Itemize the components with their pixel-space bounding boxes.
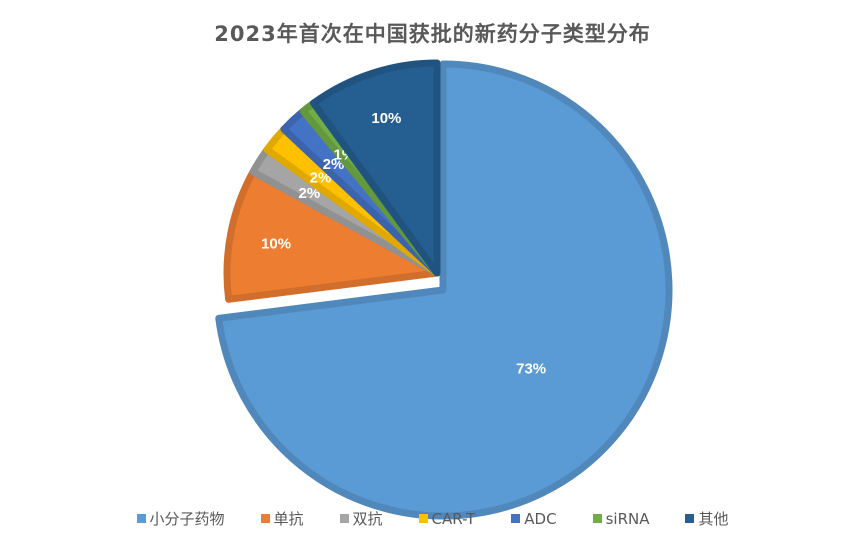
data-label: 73% (516, 361, 546, 378)
legend-swatch (685, 514, 695, 523)
chart-title: 2023年首次在中国获批的新药分子类型分布 (214, 22, 651, 46)
legend-swatch (339, 514, 349, 523)
legend-item: 小分子药物 (136, 508, 225, 529)
legend: 小分子药物 单抗 双抗 CAR-T ADC siRNA 其他 (0, 508, 865, 529)
data-label: 10% (261, 235, 291, 252)
legend-label: 小分子药物 (149, 510, 225, 528)
legend-label: ADC (524, 509, 557, 528)
data-label: 2% (298, 185, 320, 202)
legend-item: ADC (511, 508, 557, 529)
legend-item: siRNA (592, 508, 650, 529)
legend-label: 其他 (698, 510, 729, 528)
legend-item: CAR-T (418, 508, 476, 529)
data-label: 2% (323, 156, 345, 173)
pie-slice-1 (223, 168, 441, 303)
pie-slice-6 (310, 59, 441, 277)
legend-swatch (136, 514, 146, 523)
legend-label: 单抗 (273, 510, 304, 528)
legend-swatch (260, 514, 270, 523)
legend-label: siRNA (605, 509, 650, 528)
legend-label: 双抗 (352, 510, 383, 528)
legend-item: 其他 (685, 508, 729, 529)
data-label: 2% (310, 170, 332, 187)
legend-swatch (511, 514, 521, 523)
legend-item: 单抗 (260, 508, 304, 529)
legend-swatch (418, 514, 428, 523)
data-label: 10% (371, 110, 401, 127)
pie-slice-0 (215, 60, 673, 520)
legend-swatch (592, 514, 602, 523)
legend-label: CAR-T (431, 509, 476, 528)
legend-item: 双抗 (339, 508, 383, 529)
